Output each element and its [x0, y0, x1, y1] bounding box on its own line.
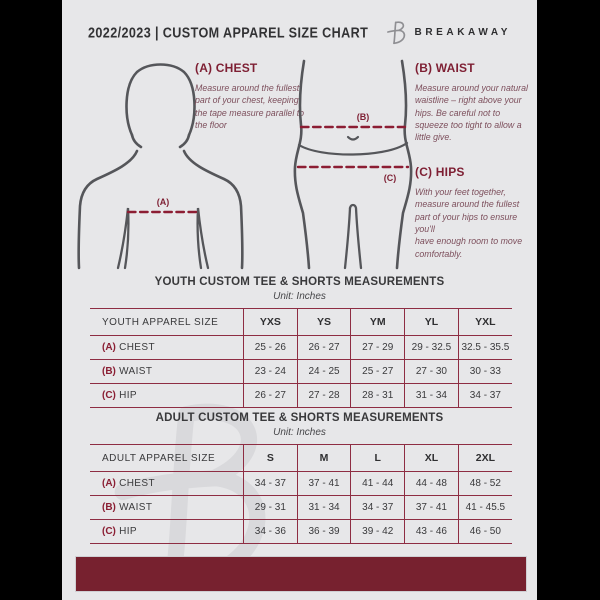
size-value-cell: 26 - 27 [296, 335, 351, 360]
chest-section-heading: (A) CHEST [195, 61, 258, 75]
size-value-cell: 41 - 45.5 [457, 495, 512, 520]
waist-section-heading: (B) WAIST [415, 61, 475, 75]
measurement-prefix: (A) [102, 342, 116, 353]
size-value-cell: 30 - 33 [457, 359, 512, 384]
table-header-row: ADULT APPAREL SIZE S M L XL 2XL [90, 444, 512, 472]
brand-name: BREAKAWAY [414, 26, 511, 38]
size-value-cell: 41 - 44 [350, 471, 405, 496]
table-row: (C) HIP 26 - 27 27 - 28 28 - 31 31 - 34 34 - … [90, 383, 512, 408]
table-row: (C) HIP 34 - 36 36 - 39 39 - 42 43 - 46 46 - … [90, 519, 512, 544]
youth-table-title: YOUTH CUSTOM TEE & SHORTS MEASUREMENTS [154, 276, 445, 288]
upper-body-diagram: (A) [77, 63, 244, 270]
size-value-cell: 31 - 34 [296, 495, 351, 520]
adult-table-unit: Unit: Inches [273, 427, 326, 438]
size-column-header: XL [404, 444, 459, 472]
table-row: (A) CHEST 34 - 37 37 - 41 41 - 44 44 - 48 48 … [90, 471, 512, 496]
chest-section: (A) CHEST Measure around the fullest par… [195, 61, 307, 131]
size-column-header: YXS [243, 308, 298, 336]
hips-section-heading: (C) HIPS [415, 165, 465, 179]
footer-bar [75, 556, 527, 592]
measurement-label-cell: (C) HIP [90, 384, 244, 408]
size-column-header: YXL [457, 308, 512, 336]
header: 2022/2023 | CUSTOM APPAREL SIZE CHART BR… [62, 0, 537, 45]
measurement-label: HIP [115, 390, 137, 401]
size-column-header: YL [404, 308, 459, 336]
size-value-cell: 27 - 28 [296, 383, 351, 408]
measurement-prefix: (B) [102, 502, 116, 513]
size-column-header: YS [296, 308, 351, 336]
waist-marker-label: (B) [357, 112, 370, 122]
adult-table-title: ADULT CUSTOM TEE & SHORTS MEASUREMENTS [155, 412, 444, 424]
adult-size-table: ADULT APPAREL SIZE S M L XL 2XL (A) CHEST 34 - … [90, 444, 512, 544]
size-column-header: 2XL [457, 444, 512, 472]
size-column-header: L [350, 444, 405, 472]
hips-section: (C) HIPS With your feet together, measur… [415, 165, 533, 260]
size-value-cell: 37 - 41 [296, 471, 351, 496]
hips-marker-label: (C) [384, 173, 397, 183]
size-value-cell: 25 - 27 [350, 359, 405, 384]
size-value-cell: 46 - 50 [457, 519, 512, 544]
size-value-cell: 24 - 25 [296, 359, 351, 384]
lower-body-diagram: (B) (C) [293, 59, 413, 270]
size-value-cell: 44 - 48 [404, 471, 459, 496]
size-value-cell: 25 - 26 [243, 335, 298, 360]
measurement-label-cell: (B) WAIST [90, 360, 244, 384]
measurement-label: HIP [115, 526, 137, 537]
hips-section-description: With your feet together, measure around … [415, 187, 523, 259]
measurement-label-cell: (B) WAIST [90, 496, 244, 520]
size-value-cell: 34 - 37 [350, 495, 405, 520]
size-column-header: M [296, 444, 351, 472]
measurement-label: WAIST [115, 366, 153, 377]
size-value-cell: 27 - 29 [350, 335, 405, 360]
measurement-label: WAIST [115, 502, 153, 513]
waist-section: (B) WAIST Measure around your natural wa… [415, 61, 529, 144]
youth-size-table: YOUTH APPAREL SIZE YXS YS YM YL YXL (A) CHEST 2… [90, 308, 512, 408]
size-label-header: YOUTH APPAREL SIZE [102, 316, 219, 328]
youth-table-unit: Unit: Inches [273, 291, 326, 302]
table-row: (B) WAIST 29 - 31 31 - 34 34 - 37 37 - 41 41 … [90, 495, 512, 520]
size-value-cell: 39 - 42 [350, 519, 405, 544]
size-value-cell: 23 - 24 [243, 359, 298, 384]
measurement-prefix: (A) [102, 478, 116, 489]
measurement-label: CHEST [115, 342, 155, 353]
size-value-cell: 36 - 39 [296, 519, 351, 544]
measurement-label: CHEST [115, 478, 155, 489]
chest-marker-label: (A) [157, 197, 170, 207]
table-row: (A) CHEST 25 - 26 26 - 27 27 - 29 29 - 32.5 3… [90, 335, 512, 360]
size-value-cell: 31 - 34 [404, 383, 459, 408]
size-label-header: ADULT APPAREL SIZE [102, 452, 216, 464]
table-header-row: YOUTH APPAREL SIZE YXS YS YM YL YXL [90, 308, 512, 336]
waist-section-description: Measure around your natural waistline – … [415, 83, 528, 143]
size-value-cell: 34 - 36 [243, 519, 298, 544]
measurement-label-cell: (A) CHEST [90, 336, 244, 360]
page-title: 2022/2023 | CUSTOM APPAREL SIZE CHART [88, 23, 369, 41]
measurement-label-cell: (A) CHEST [90, 472, 244, 496]
size-value-cell: 27 - 30 [404, 359, 459, 384]
size-value-cell: 43 - 46 [404, 519, 459, 544]
size-value-cell: 34 - 37 [457, 383, 512, 408]
size-column-header: S [243, 444, 298, 472]
document-page: 2022/2023 | CUSTOM APPAREL SIZE CHART BR… [62, 0, 537, 600]
measurement-prefix: (C) [102, 390, 116, 401]
breakaway-b-logo-icon [386, 21, 405, 45]
size-value-cell: 28 - 31 [350, 383, 405, 408]
size-value-cell: 48 - 52 [457, 471, 512, 496]
size-value-cell: 26 - 27 [243, 383, 298, 408]
measurement-prefix: (C) [102, 526, 116, 537]
size-column-header: YM [350, 308, 405, 336]
measurement-label-cell: (C) HIP [90, 520, 244, 544]
size-value-cell: 37 - 41 [404, 495, 459, 520]
size-value-cell: 29 - 32.5 [404, 335, 459, 360]
brand-block: BREAKAWAY [386, 19, 512, 45]
measurement-prefix: (B) [102, 366, 116, 377]
table-row: (B) WAIST 23 - 24 24 - 25 25 - 27 27 - 30 30 … [90, 359, 512, 384]
size-value-cell: 34 - 37 [243, 471, 298, 496]
chest-section-description: Measure around the fullest part of your … [195, 83, 305, 130]
size-value-cell: 29 - 31 [243, 495, 298, 520]
size-value-cell: 32.5 - 35.5 [457, 335, 512, 360]
